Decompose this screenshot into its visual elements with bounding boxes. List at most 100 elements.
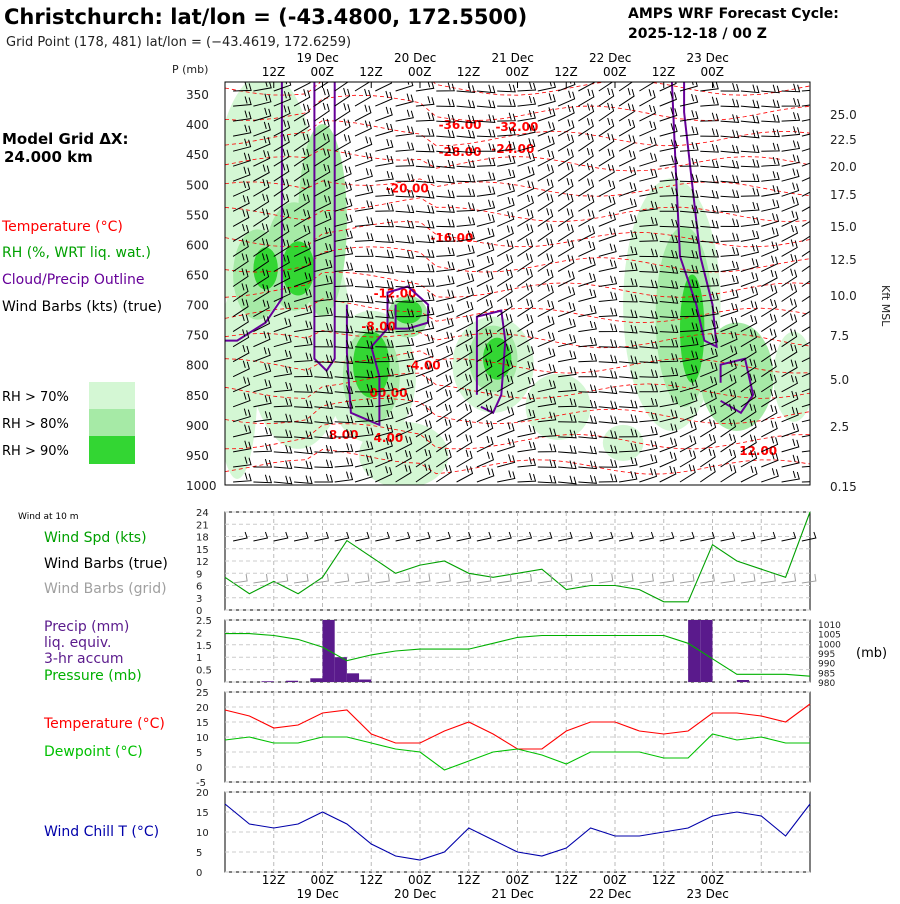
wind-barb [314,102,330,122]
wind-barb [659,123,678,137]
wind-barb [476,128,496,138]
wind-barb [578,430,598,440]
wind-barb [557,239,575,257]
wind-barb [720,388,737,408]
windchill-tick-label: 15 [196,808,209,819]
wind-barb [354,232,374,242]
wind-barb [232,329,250,348]
wind-barb [801,403,810,408]
wind-barb [436,418,452,438]
wind-barb [395,204,415,214]
wind-barb [517,313,534,333]
wind-barb [476,84,496,94]
wind-barb [761,343,777,363]
wind-barb [253,107,272,122]
wind-barb [314,400,333,410]
pressure-tick-label: 985 [818,669,835,679]
temperature-contour-label: -12.00 [374,287,417,301]
wind-barb [720,316,739,333]
wind-barb [232,253,249,272]
wind-barb [740,465,758,483]
wind-barb [517,166,535,182]
wind-barb [273,238,290,257]
precip-bar [736,680,750,682]
wind-barb [436,345,454,363]
wind-barb [232,166,251,182]
pressure-tick-label: 980 [818,679,835,689]
wind-barb [415,127,435,137]
wind-barb [375,170,394,182]
wind-barb [537,474,557,484]
wind-barb [557,286,576,302]
wind-barb [334,399,354,409]
wind-barb [273,254,290,272]
wind-barb [700,219,719,229]
wind-barb [517,457,537,468]
wind-barb [781,359,798,378]
wind-barb [740,158,760,168]
wind-barb [334,309,354,318]
wind-barb [476,255,494,272]
precip-liq-label: liq. equiv. [44,635,111,651]
rh-region [773,331,810,422]
wind-barb [537,208,554,227]
wind-barb [476,114,496,123]
wind-barb [253,347,271,363]
wind-barb [801,357,810,363]
wind-barb [618,198,637,212]
wind-barb [436,403,452,423]
wind-barb [618,134,636,152]
wind-barb-true [456,531,472,542]
wind-barb [700,333,719,348]
pressure-label: Pressure (mb) [44,668,142,684]
temp-tick-label: 25 [196,688,209,699]
wind-barb [375,265,394,274]
wind-barb [476,143,496,152]
wind-barb [801,326,810,333]
wind-barb [314,87,330,107]
wind-barb [232,313,249,333]
wind-barb [436,289,455,302]
wind-tick-label: 3 [196,594,202,605]
wind-barb [395,264,415,274]
wind-barb [314,148,331,167]
wind-barb [476,388,493,408]
pressure-tick-label: 550 [186,208,209,222]
wind-barb [700,234,719,244]
wind-barb [598,179,616,197]
wind-barb [436,159,455,169]
temperature-contour-label: -36.00 [439,118,482,132]
wind-barb [436,98,455,108]
wind-barb [354,440,374,453]
wind-barb [497,182,516,197]
precip-bar [310,678,323,682]
legend-temperature: Temperature (°C) [1,219,123,235]
top-hour-tick-label: 12Z [554,65,578,79]
wind-barb-grid [354,573,370,584]
wind-barb [456,373,473,393]
windchill-tick-label: 10 [196,828,209,839]
wind-barb [558,413,577,423]
wind-barb [375,451,393,468]
wind-barb [679,364,699,378]
top-hour-tick-label: 00Z [603,65,627,79]
wind-barb [253,427,273,438]
wind-barb [659,91,678,107]
wind-barb [700,128,719,137]
wind-barb [761,255,779,272]
temperature-contour [225,178,810,197]
wind-barb [598,444,618,454]
wind-barb [314,258,333,272]
wind-barb-true [598,531,614,542]
wind-barb [598,339,618,348]
wind-barb [395,308,415,318]
wind-barb-true [436,531,451,542]
wind-barb [273,270,291,287]
title: Christchurch: lat/lon = (-43.4800, 172.5… [4,5,527,29]
wind-barb [537,363,556,378]
wind-barb [273,163,290,182]
top-date-label: 22 Dec [589,51,631,65]
wind-barb [314,226,332,242]
wind-barb [436,247,455,257]
wind-barb [395,188,415,198]
